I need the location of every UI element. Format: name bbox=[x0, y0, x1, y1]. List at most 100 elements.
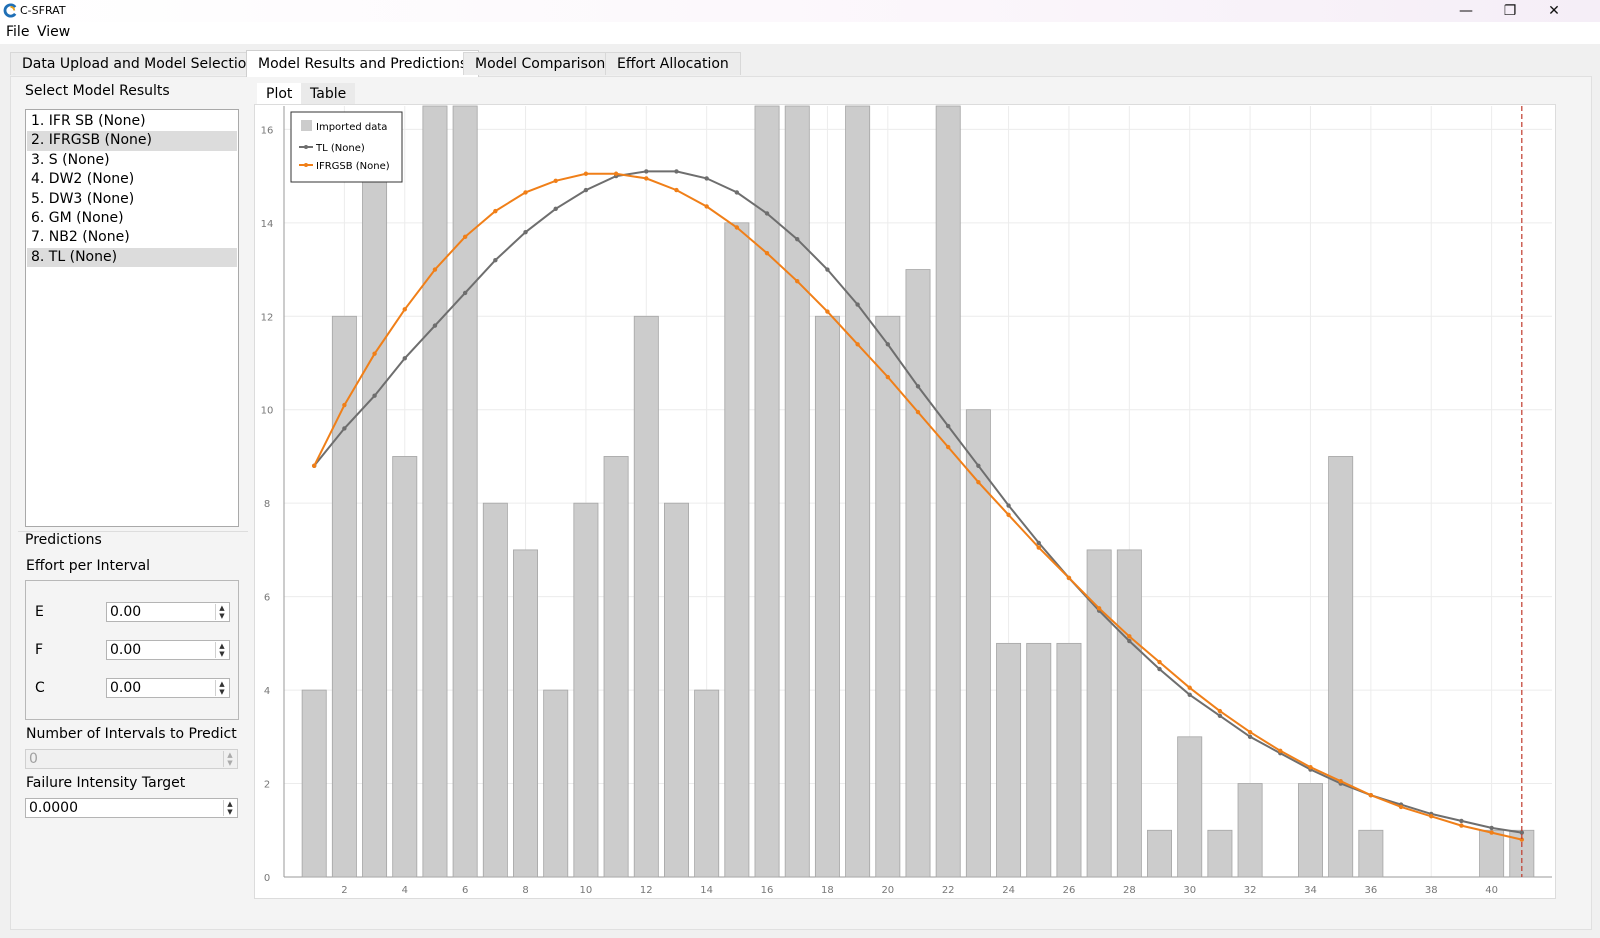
bar-imported-data bbox=[935, 105, 961, 878]
series-point-0 bbox=[553, 206, 558, 211]
effort-per-interval-title: Effort per Interval bbox=[26, 558, 151, 574]
select-model-results-title: Select Model Results bbox=[25, 83, 170, 99]
series-point-0 bbox=[644, 169, 649, 174]
series-point-1 bbox=[1278, 748, 1283, 754]
bar-imported-data bbox=[1298, 783, 1323, 878]
spin-arrows-icon[interactable]: ▲ ▼ bbox=[223, 800, 236, 816]
series-point-0 bbox=[372, 393, 377, 398]
tab-effort-allocation[interactable]: Effort Allocation bbox=[605, 52, 741, 75]
series-point-1 bbox=[523, 190, 528, 195]
failure-intensity-target-spinbox[interactable]: 0.0000 ▲ ▼ bbox=[25, 798, 238, 818]
effort-per-interval-group bbox=[25, 580, 239, 720]
intervals-to-predict-spinbox[interactable]: 0 ▲ ▼ bbox=[25, 749, 238, 769]
series-point-1 bbox=[583, 171, 589, 176]
list-item[interactable]: 3. S (None) bbox=[31, 151, 110, 168]
series-point-1 bbox=[1127, 634, 1132, 639]
bar-imported-data bbox=[301, 689, 327, 878]
bar-imported-data bbox=[1056, 642, 1082, 878]
series-point-1 bbox=[1217, 708, 1223, 714]
effort-c-spinbox[interactable]: 0.00 ▲ ▼ bbox=[106, 678, 230, 698]
x-tick-label: 6 bbox=[462, 885, 468, 896]
model-results-list[interactable]: 1. IFR SB (None) 2. IFRGSB (None) 3. S (… bbox=[25, 109, 239, 527]
x-tick-label: 16 bbox=[761, 885, 774, 896]
tab-data-upload[interactable]: Data Upload and Model Selection bbox=[10, 52, 268, 75]
series-point-0 bbox=[523, 229, 528, 235]
bar-imported-data bbox=[1237, 783, 1263, 878]
tab-table[interactable]: Table bbox=[301, 83, 356, 105]
series-point-0 bbox=[1247, 734, 1253, 740]
series-point-0 bbox=[1036, 540, 1041, 546]
series-point-0 bbox=[432, 323, 438, 328]
effort-e-spinbox[interactable]: 0.00 ▲ ▼ bbox=[106, 602, 230, 622]
minimize-button[interactable]: — bbox=[1459, 3, 1473, 19]
y-tick-label: 0 bbox=[264, 873, 270, 884]
legend-swatch-marker bbox=[304, 163, 308, 167]
y-tick-label: 10 bbox=[261, 406, 274, 417]
series-point-1 bbox=[1368, 793, 1374, 798]
x-tick-label: 8 bbox=[522, 885, 528, 896]
bar-imported-data bbox=[1328, 456, 1354, 878]
legend-swatch-marker bbox=[304, 145, 308, 149]
bar-imported-data bbox=[724, 222, 750, 878]
spin-arrows-icon[interactable]: ▲ ▼ bbox=[215, 642, 228, 658]
legend-swatch-imported bbox=[301, 120, 312, 131]
list-item[interactable]: 6. GM (None) bbox=[31, 209, 124, 226]
x-tick-label: 22 bbox=[942, 885, 955, 896]
spin-arrows-icon[interactable]: ▲ ▼ bbox=[215, 604, 228, 620]
tab-model-comparison[interactable]: Model Comparison bbox=[463, 52, 618, 75]
series-point-1 bbox=[493, 208, 498, 214]
list-item[interactable]: 2. IFRGSB (None) bbox=[27, 131, 237, 151]
menu-view[interactable]: View bbox=[37, 24, 71, 40]
series-point-1 bbox=[764, 250, 770, 256]
series-point-1 bbox=[311, 463, 317, 468]
series-point-1 bbox=[1006, 512, 1011, 518]
series-point-0 bbox=[462, 290, 468, 296]
bar-imported-data bbox=[1177, 736, 1203, 878]
bar-imported-data bbox=[573, 502, 599, 878]
series-point-1 bbox=[342, 402, 347, 408]
series-point-1 bbox=[976, 479, 981, 485]
window-title: C-SFRAT bbox=[20, 4, 66, 17]
list-item[interactable]: 1. IFR SB (None) bbox=[31, 113, 146, 129]
effort-f-spinbox[interactable]: 0.00 ▲ ▼ bbox=[106, 640, 230, 660]
x-tick-label: 28 bbox=[1123, 885, 1136, 896]
spin-arrows-icon[interactable]: ▲ ▼ bbox=[215, 680, 228, 696]
effort-f-label: F bbox=[35, 642, 44, 658]
series-point-0 bbox=[915, 384, 921, 389]
y-tick-label: 12 bbox=[261, 312, 274, 323]
series-point-0 bbox=[945, 423, 951, 429]
series-point-1 bbox=[1187, 685, 1192, 690]
predictions-title: Predictions bbox=[25, 532, 102, 548]
menu-file[interactable]: File bbox=[6, 24, 30, 40]
effort-e-label: E bbox=[35, 604, 44, 620]
maximize-button[interactable]: ❐ bbox=[1503, 3, 1517, 19]
list-item[interactable]: 7. NB2 (None) bbox=[31, 229, 130, 246]
list-item[interactable]: 8. TL (None) bbox=[27, 247, 237, 268]
legend-label-series: IFRGSB (None) bbox=[316, 161, 390, 172]
failure-intensity-chart[interactable]: 2 4 6 8 10 12 14 16 18 20 22 24 26 28 30 32 34 36 38 400246… bbox=[254, 104, 1556, 899]
series-point-0 bbox=[1127, 638, 1132, 644]
series-point-0 bbox=[704, 176, 709, 181]
bar-imported-data bbox=[543, 689, 569, 878]
tab-plot[interactable]: Plot bbox=[257, 83, 302, 105]
bar-imported-data bbox=[1479, 829, 1505, 878]
series-point-0 bbox=[885, 342, 891, 347]
close-button[interactable]: ✕ bbox=[1548, 3, 1560, 19]
series-point-1 bbox=[945, 444, 951, 450]
series-point-0 bbox=[674, 169, 679, 174]
bar-imported-data bbox=[1147, 829, 1173, 878]
series-point-1 bbox=[613, 171, 619, 176]
series-point-0 bbox=[583, 187, 589, 193]
list-item[interactable]: 5. DW3 (None) bbox=[31, 190, 135, 207]
tab-model-results[interactable]: Model Results and Predictions bbox=[246, 50, 480, 77]
list-item[interactable]: 4. DW2 (None) bbox=[31, 171, 135, 188]
x-tick-label: 26 bbox=[1063, 885, 1076, 896]
series-point-0 bbox=[825, 267, 830, 272]
bar-imported-data bbox=[875, 315, 901, 878]
series-point-1 bbox=[1036, 545, 1041, 550]
series-point-1 bbox=[885, 374, 891, 380]
spin-arrows-icon[interactable]: ▲ ▼ bbox=[223, 751, 236, 767]
x-tick-label: 40 bbox=[1485, 885, 1498, 896]
panel-divider bbox=[18, 531, 248, 532]
series-point-0 bbox=[493, 258, 498, 263]
